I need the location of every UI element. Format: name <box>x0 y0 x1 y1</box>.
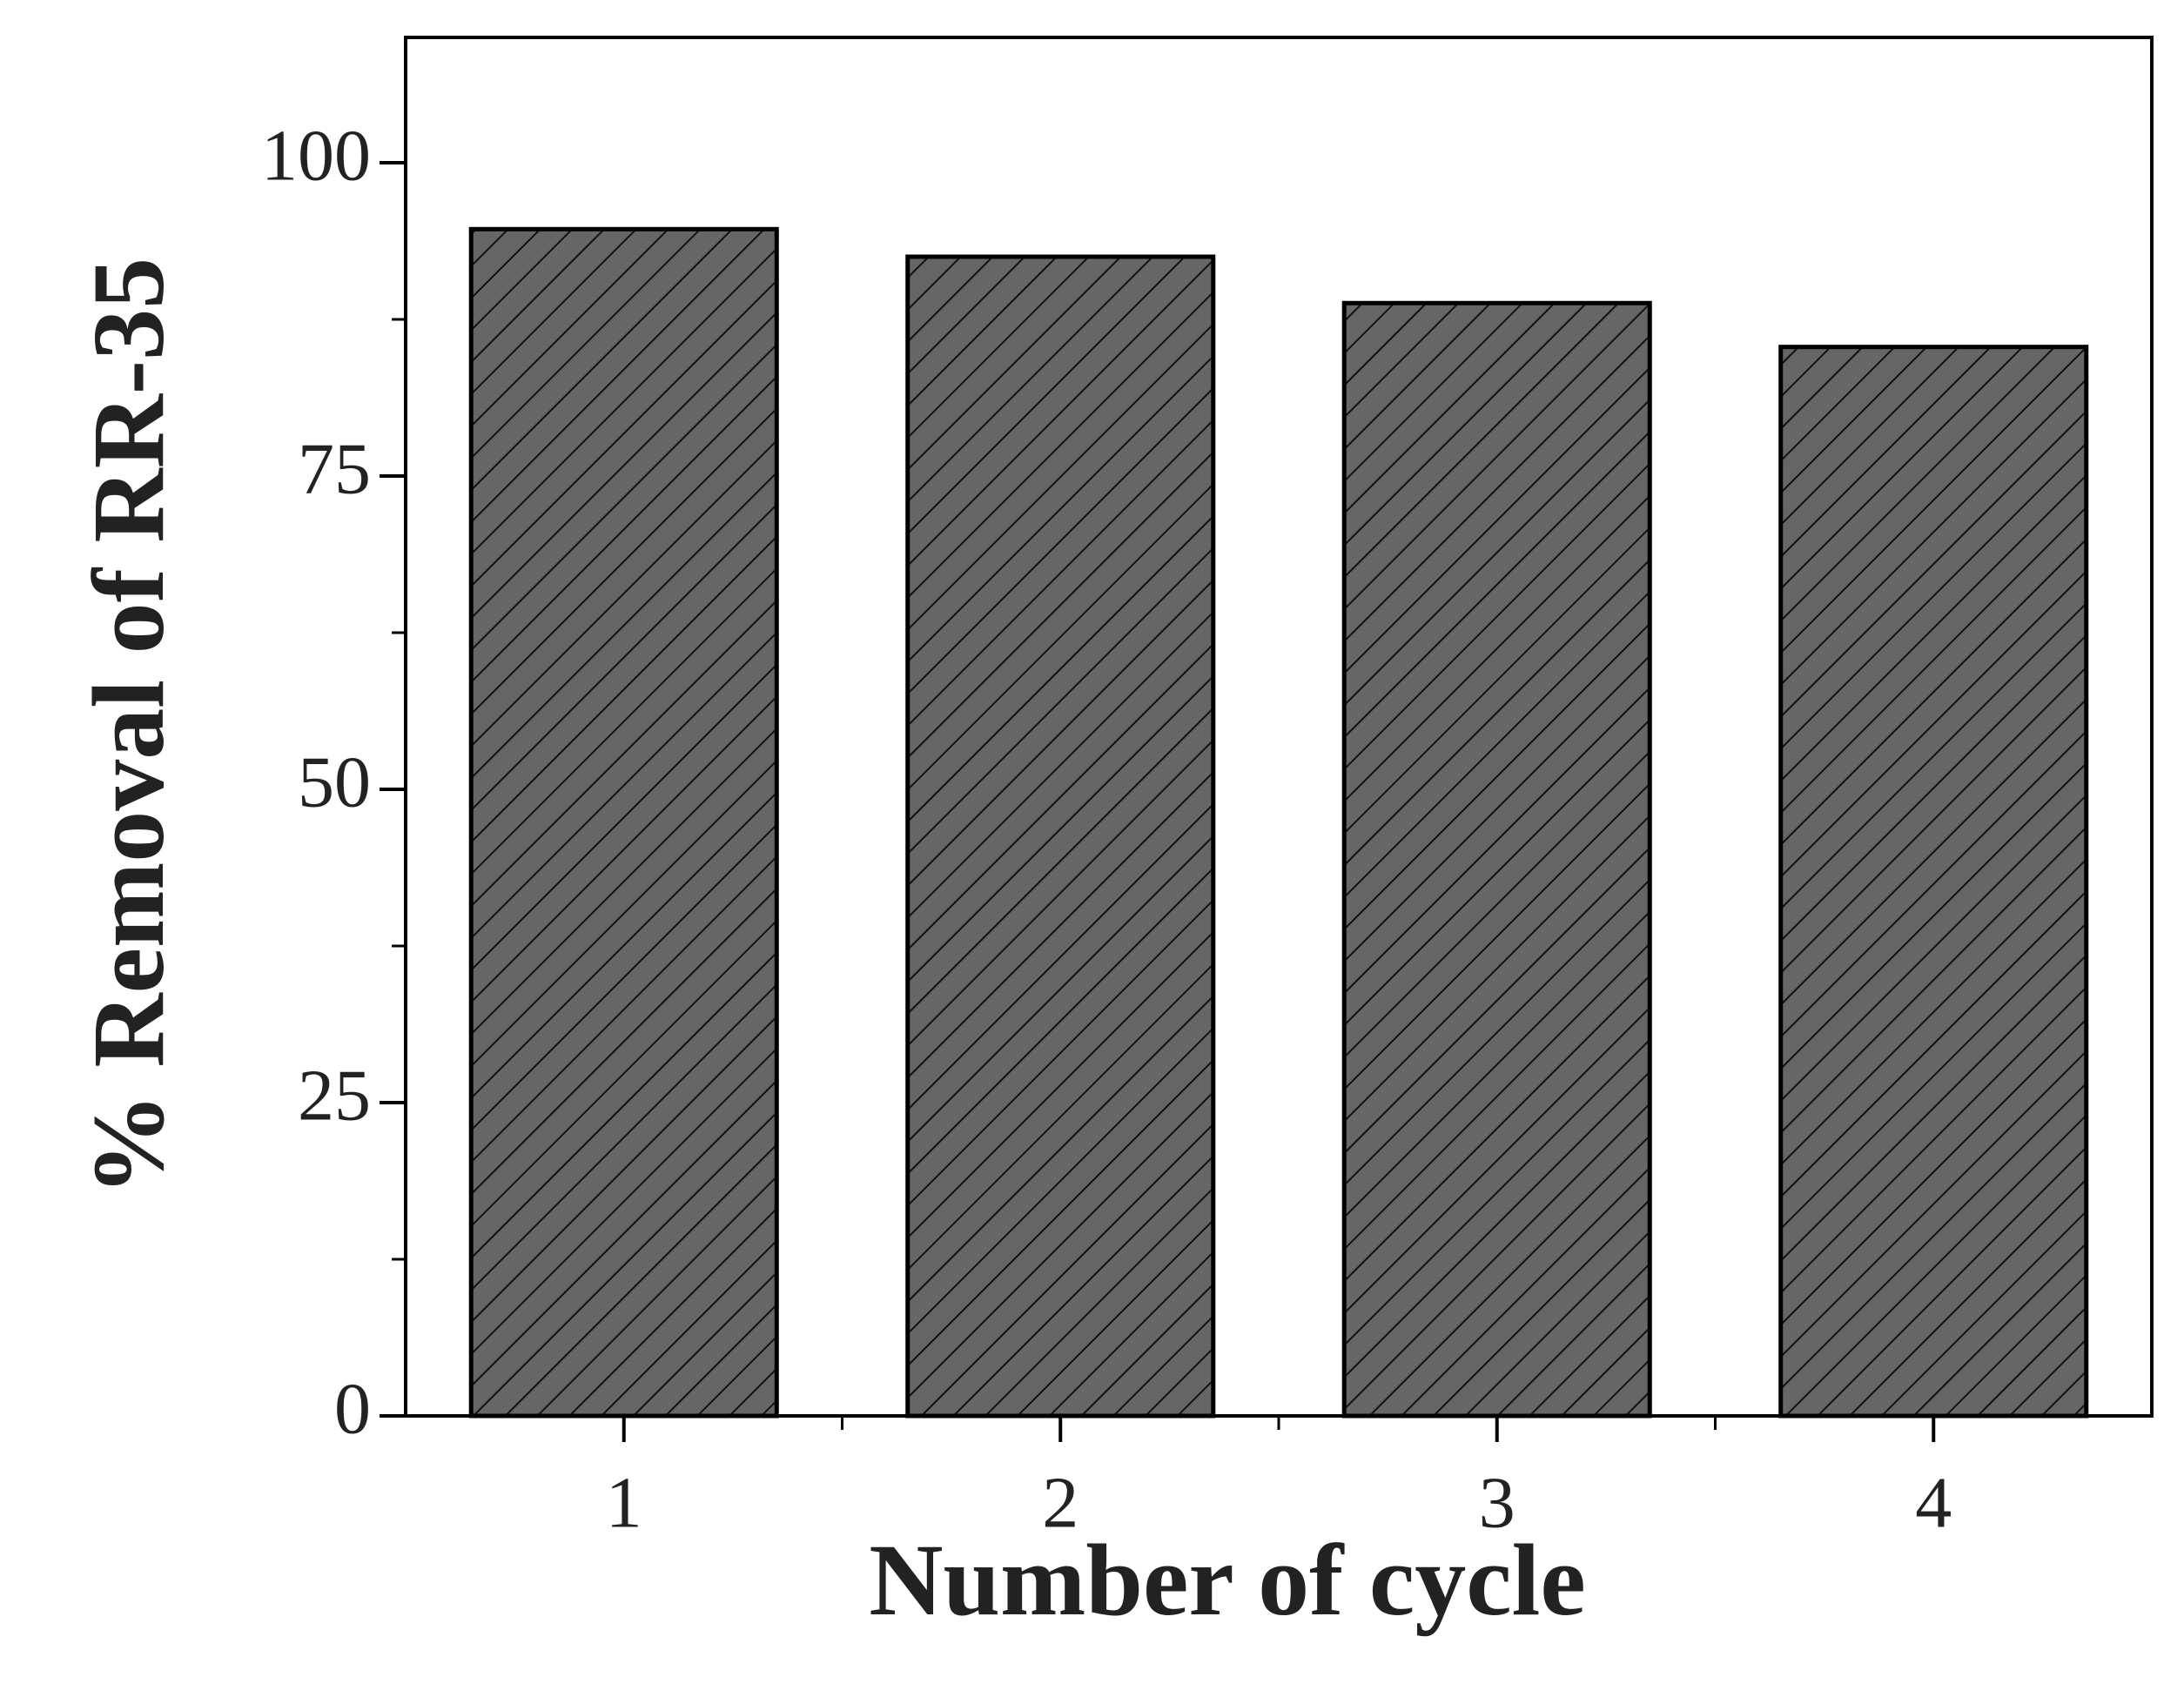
y-axis-label: % Removal of RR-35 <box>71 258 185 1196</box>
x-tick-label: 1 <box>606 1462 642 1543</box>
bar-hatch <box>905 254 1216 1419</box>
y-tick-label: 100 <box>261 115 371 196</box>
x-tick-label: 3 <box>1479 1462 1515 1543</box>
y-tick-label: 25 <box>298 1055 371 1136</box>
x-tick-label: 4 <box>1915 1462 1952 1543</box>
x-axis-label: Number of cycle <box>869 1523 1586 1637</box>
y-tick-label: 0 <box>334 1368 371 1449</box>
x-tick-label: 2 <box>1042 1462 1079 1543</box>
bar-hatch <box>1341 300 1652 1419</box>
bar-hatch <box>468 226 779 1419</box>
bar-hatch <box>1778 345 2089 1419</box>
y-tick-label: 75 <box>298 428 371 509</box>
y-tick-label: 50 <box>298 741 371 822</box>
